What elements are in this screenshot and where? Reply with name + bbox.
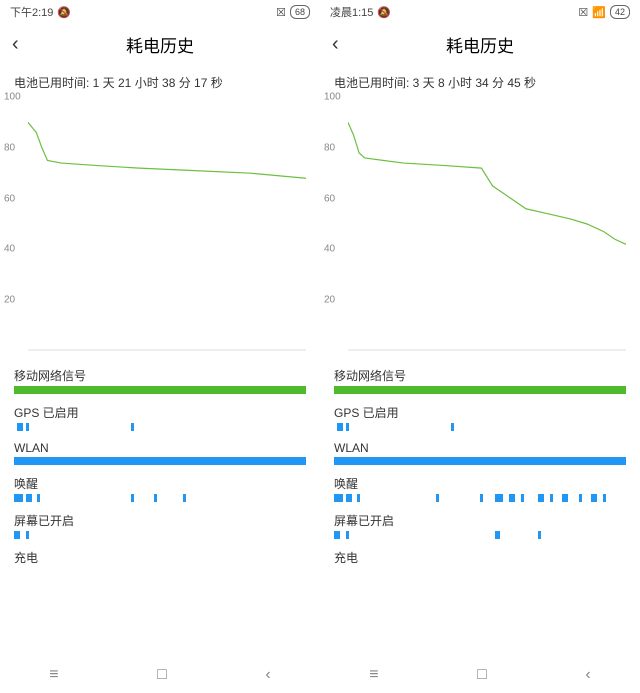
back-icon[interactable]: ‹ bbox=[332, 33, 352, 56]
dnd-icon: 🔕 bbox=[377, 6, 391, 19]
section-label: 屏幕已开启 bbox=[334, 512, 626, 529]
section-wlan: WLAN bbox=[334, 441, 626, 465]
section-label: 唤醒 bbox=[14, 475, 306, 492]
screen-right: 凌晨1:15 🔕 ☒ 📶 42 ‹ 耗电历史 电池已用时间: 3 天 8 小时 … bbox=[320, 0, 640, 693]
section-gps: GPS 已启用 bbox=[14, 404, 306, 431]
section-bar bbox=[334, 494, 626, 502]
section-label: GPS 已启用 bbox=[14, 404, 306, 421]
battery-chart bbox=[348, 97, 626, 351]
section-label: 移动网络信号 bbox=[334, 367, 626, 384]
section-label: 充电 bbox=[14, 549, 306, 566]
home-button[interactable]: □ bbox=[157, 666, 167, 684]
page-title: 耗电历史 bbox=[320, 32, 640, 57]
section-charging: 充电 bbox=[334, 549, 626, 576]
section-charging: 充电 bbox=[14, 549, 306, 576]
status-time: 凌晨1:15 bbox=[330, 4, 373, 20]
battery-level: 68 bbox=[290, 5, 310, 19]
chart-container: 10080604020 bbox=[0, 97, 320, 351]
elapsed-text: 电池已用时间: 1 天 21 小时 38 分 17 秒 bbox=[0, 64, 320, 97]
dnd-icon: 🔕 bbox=[57, 6, 71, 19]
battery-level: 42 bbox=[610, 5, 630, 19]
section-bar bbox=[334, 423, 626, 431]
section-bar bbox=[334, 568, 626, 576]
section-label: WLAN bbox=[334, 441, 626, 455]
status-time: 下午2:19 bbox=[10, 4, 53, 20]
section-wlan: WLAN bbox=[14, 441, 306, 465]
section-label: 屏幕已开启 bbox=[14, 512, 306, 529]
section-label: 唤醒 bbox=[334, 475, 626, 492]
section-label: 充电 bbox=[334, 549, 626, 566]
recent-button[interactable]: ≡ bbox=[369, 666, 378, 684]
status-bar: 下午2:19 🔕 ☒ 68 bbox=[0, 0, 320, 24]
section-bar bbox=[14, 423, 306, 431]
screen-left: 下午2:19 🔕 ☒ 68 ‹ 耗电历史 电池已用时间: 1 天 21 小时 3… bbox=[0, 0, 320, 693]
header: ‹ 耗电历史 bbox=[0, 24, 320, 64]
section-mobile_signal: 移动网络信号 bbox=[334, 367, 626, 394]
section-gps: GPS 已启用 bbox=[334, 404, 626, 431]
elapsed-text: 电池已用时间: 3 天 8 小时 34 分 45 秒 bbox=[320, 64, 640, 97]
section-wake: 唤醒 bbox=[334, 475, 626, 502]
section-bar bbox=[14, 531, 306, 539]
page-title: 耗电历史 bbox=[0, 32, 320, 57]
section-bar bbox=[334, 457, 626, 465]
section-wake: 唤醒 bbox=[14, 475, 306, 502]
header: ‹ 耗电历史 bbox=[320, 24, 640, 64]
section-bar bbox=[14, 457, 306, 465]
status-bar: 凌晨1:15 🔕 ☒ 📶 42 bbox=[320, 0, 640, 24]
back-button[interactable]: ‹ bbox=[585, 666, 590, 684]
close-icon: ☒ bbox=[578, 6, 588, 19]
section-mobile_signal: 移动网络信号 bbox=[14, 367, 306, 394]
recent-button[interactable]: ≡ bbox=[49, 666, 58, 684]
back-icon[interactable]: ‹ bbox=[12, 33, 32, 56]
usage-sections: 移动网络信号 GPS 已启用 WLAN 唤醒屏幕已开启充电 bbox=[320, 367, 640, 576]
usage-sections: 移动网络信号 GPS 已启用 WLAN 唤醒屏幕已开启充电 bbox=[0, 367, 320, 576]
section-bar bbox=[14, 568, 306, 576]
section-screen_on: 屏幕已开启 bbox=[334, 512, 626, 539]
section-bar bbox=[334, 531, 626, 539]
close-icon: ☒ bbox=[276, 6, 286, 19]
section-label: GPS 已启用 bbox=[334, 404, 626, 421]
battery-chart bbox=[28, 97, 306, 351]
home-button[interactable]: □ bbox=[477, 666, 487, 684]
nav-bar: ≡ □ ‹ bbox=[320, 657, 640, 693]
back-button[interactable]: ‹ bbox=[265, 666, 270, 684]
section-screen_on: 屏幕已开启 bbox=[14, 512, 306, 539]
section-label: WLAN bbox=[14, 441, 306, 455]
section-bar bbox=[14, 386, 306, 394]
section-bar bbox=[14, 494, 306, 502]
section-bar bbox=[334, 386, 626, 394]
wifi-icon: 📶 bbox=[592, 6, 606, 19]
chart-container: 10080604020 bbox=[320, 97, 640, 351]
nav-bar: ≡ □ ‹ bbox=[0, 657, 320, 693]
section-label: 移动网络信号 bbox=[14, 367, 306, 384]
